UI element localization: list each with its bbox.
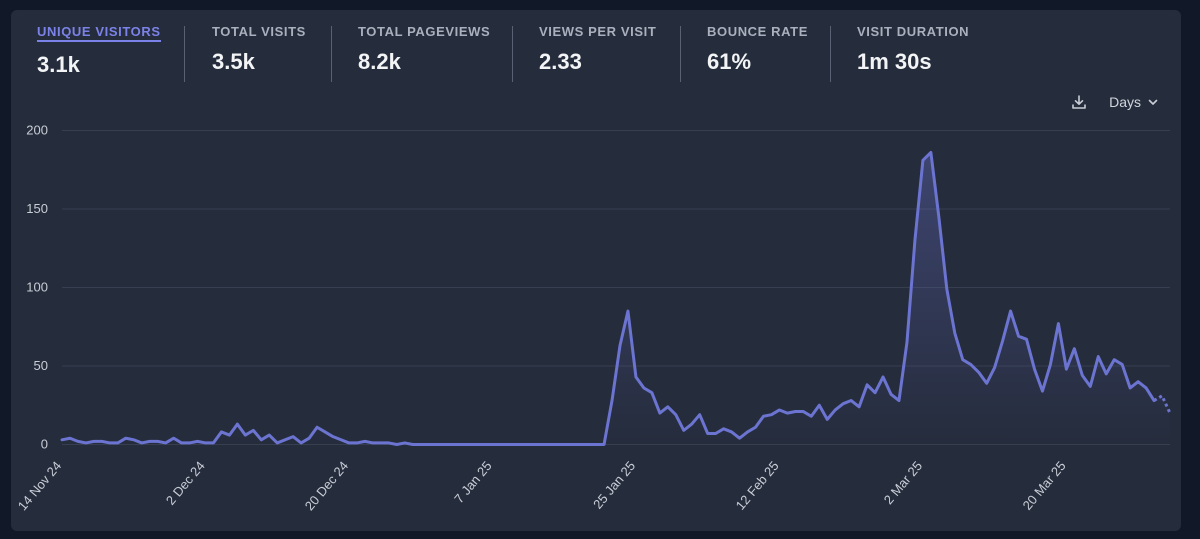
x-tick-label: 2 Mar 25 <box>881 458 925 507</box>
stat-label: BOUNCE RATE <box>707 24 808 39</box>
stat-divider <box>331 26 332 82</box>
interval-select[interactable]: Days <box>1109 94 1159 110</box>
series-line <box>60 150 1156 446</box>
x-tick-label: 12 Feb 25 <box>733 458 782 512</box>
x-tick-label: 14 Nov 24 <box>15 458 65 513</box>
stat-unique-visitors[interactable]: UNIQUE VISITORS 3.1k <box>37 24 161 86</box>
stat-total-visits[interactable]: TOTAL VISITS 3.5k <box>212 24 306 86</box>
stat-label: TOTAL VISITS <box>212 24 306 39</box>
series-area <box>62 152 1170 445</box>
y-tick-label: 200 <box>26 123 48 138</box>
stat-label: UNIQUE VISITORS <box>37 24 161 42</box>
stat-views-per-visit[interactable]: VIEWS PER VISIT 2.33 <box>539 24 656 86</box>
x-tick-label: 20 Mar 25 <box>1020 458 1069 512</box>
y-tick-label: 100 <box>26 280 48 295</box>
stat-divider <box>512 26 513 82</box>
stat-divider <box>680 26 681 82</box>
x-tick-label: 20 Dec 24 <box>302 458 352 513</box>
stat-value: 3.1k <box>37 52 80 77</box>
interval-label: Days <box>1109 94 1141 110</box>
chart-controls: Days <box>1071 94 1159 110</box>
chevron-down-icon <box>1147 96 1159 108</box>
stat-bounce-rate[interactable]: BOUNCE RATE 61% <box>707 24 808 86</box>
stat-divider <box>830 26 831 82</box>
stat-value: 3.5k <box>212 49 255 74</box>
y-tick-label: 150 <box>26 201 48 216</box>
stat-divider <box>184 26 185 82</box>
download-icon[interactable] <box>1071 94 1087 110</box>
y-tick-label: 0 <box>41 437 48 452</box>
x-tick-label: 25 Jan 25 <box>590 458 638 511</box>
stat-label: VISIT DURATION <box>857 24 970 39</box>
x-tick-label: 2 Dec 24 <box>163 458 208 508</box>
stat-value: 8.2k <box>358 49 401 74</box>
stats-bar: UNIQUE VISITORS 3.1k TOTAL VISITS 3.5k T… <box>11 24 1181 96</box>
stat-value: 61% <box>707 49 752 74</box>
stat-label: TOTAL PAGEVIEWS <box>358 24 491 39</box>
stat-visit-duration[interactable]: VISIT DURATION 1m 30s <box>857 24 969 86</box>
y-tick-label: 50 <box>34 358 48 373</box>
stat-label: VIEWS PER VISIT <box>539 24 657 39</box>
x-tick-label: 7 Jan 25 <box>451 458 495 506</box>
stat-value: 1m 30s <box>857 49 932 74</box>
stat-total-pageviews[interactable]: TOTAL PAGEVIEWS 8.2k <box>358 24 490 86</box>
stat-value: 2.33 <box>539 49 582 74</box>
